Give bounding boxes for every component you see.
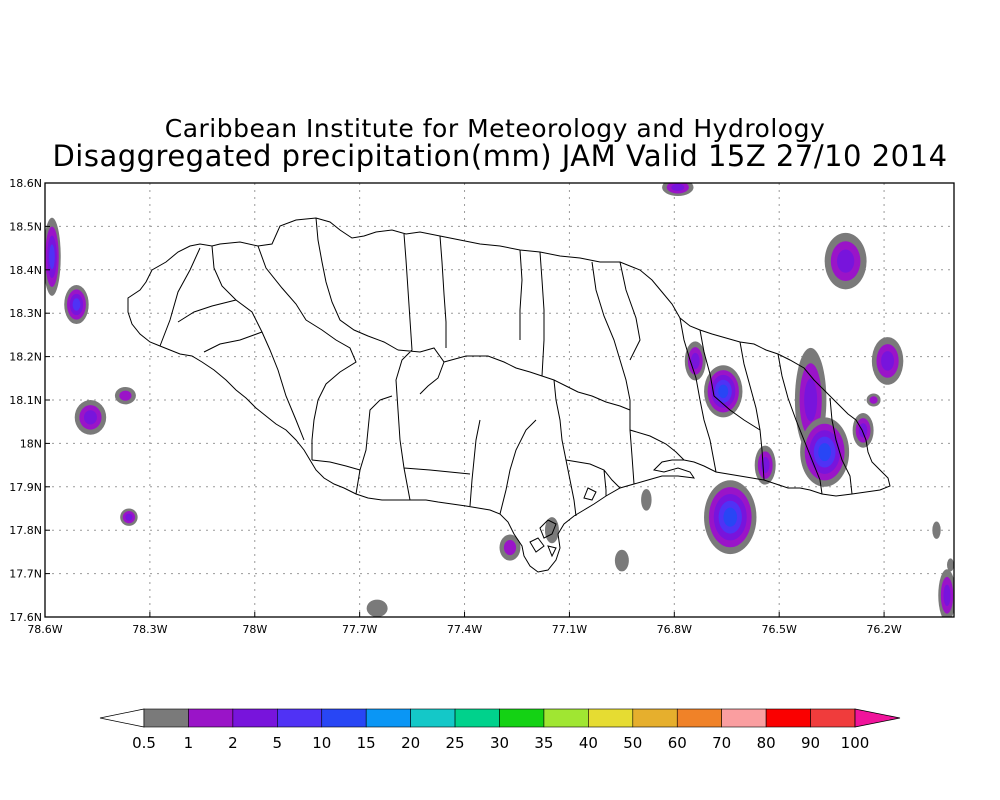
colorbar-swatch	[143, 708, 189, 728]
rain-layer	[45, 183, 954, 617]
colorbar-swatch	[676, 708, 722, 728]
colorbar-label: 40	[579, 734, 598, 752]
colorbar-label: 1	[184, 734, 194, 752]
colorbar-legend: 0.5 1 2 5 10 15 20 25 30 35 40 50 60 70 80 90 100	[99, 708, 901, 752]
lat-tick-label: 17.6N	[9, 611, 42, 624]
rain-contour	[881, 351, 895, 371]
rain-contour	[858, 423, 868, 438]
rain-contour	[641, 488, 652, 511]
colorbar-label: 25	[446, 734, 465, 752]
rain-contour	[125, 513, 133, 521]
rain-contour	[503, 539, 517, 556]
rain-contour	[943, 584, 951, 607]
rain-contour	[869, 396, 878, 404]
colorbar-swatch	[232, 708, 278, 728]
lat-tick-label: 18.6N	[9, 177, 42, 190]
latitude-axis: 18.6N 18.5N 18.4N 18.3N 18.2N 18.1N 18N 17.9N 17…	[9, 177, 50, 624]
longitude-axis: 78.6W 78.3W 78W 77.7W 77.4W 77.1W 76.8W 76.5W 76…	[27, 612, 902, 636]
lon-tick-label: 77.7W	[342, 623, 377, 636]
rain-contour	[723, 507, 738, 527]
rain-contour	[690, 352, 700, 369]
colorbar-swatch	[410, 708, 456, 728]
colorbar-label: 70	[712, 734, 731, 752]
rain-contour	[614, 549, 629, 572]
island-coastline	[127, 217, 891, 573]
colorbar-swatch	[499, 708, 545, 728]
colorbar-swatch	[721, 708, 767, 728]
colorbar-label: 20	[401, 734, 420, 752]
colorbar-under-arrow	[99, 708, 145, 728]
parish-boundaries	[159, 217, 853, 517]
lon-tick-label: 78.6W	[27, 623, 62, 636]
lon-tick-label: 78.3W	[132, 623, 167, 636]
rain-contour	[718, 384, 729, 399]
colorbar-label: 5	[273, 734, 283, 752]
colorbar-label: 90	[801, 734, 820, 752]
lon-tick-label: 77.4W	[447, 623, 482, 636]
lat-tick-label: 18.4N	[9, 264, 42, 277]
colorbar-label: 80	[757, 734, 776, 752]
colorbar-swatch	[632, 708, 678, 728]
colorbar-over-arrow	[854, 708, 901, 728]
colorbar-swatch	[810, 708, 856, 728]
colorbar-label: 2	[228, 734, 238, 752]
lat-tick-label: 17.9N	[9, 481, 42, 494]
lat-tick-label: 18.1N	[9, 394, 42, 407]
coastal-islets	[529, 487, 597, 558]
rain-contour	[83, 410, 97, 425]
colorbar-label: 50	[623, 734, 642, 752]
colorbar-swatch	[588, 708, 634, 728]
colorbar-swatch	[543, 708, 589, 728]
rain-contour	[72, 298, 81, 311]
lat-tick-label: 18.2N	[9, 351, 42, 364]
lat-tick-label: 18.3N	[9, 307, 42, 320]
lat-tick-label: 17.7N	[9, 568, 42, 581]
colorbar-swatch	[365, 708, 411, 728]
lon-tick-label: 77.1W	[552, 623, 587, 636]
rain-contour	[49, 244, 55, 270]
rain-contour	[119, 390, 132, 401]
colorbar-label: 35	[534, 734, 553, 752]
rain-contour	[818, 443, 831, 462]
chart-subtitle: Disaggregated precipitation(mm) JAM Vali…	[52, 139, 948, 173]
lon-tick-label: 76.8W	[657, 623, 692, 636]
colorbar-swatch	[321, 708, 367, 728]
colorbar-label: 10	[312, 734, 331, 752]
colorbar-swatch	[188, 708, 234, 728]
lon-tick-label: 76.5W	[762, 623, 797, 636]
colorbar-swatch	[765, 708, 811, 728]
chart-title: Caribbean Institute for Meteorology and …	[164, 114, 826, 143]
colorbar-label: 30	[490, 734, 509, 752]
lon-tick-label: 78W	[242, 623, 267, 636]
rain-contour	[947, 558, 954, 572]
lon-tick-label: 76.2W	[866, 623, 901, 636]
rain-contour	[836, 249, 855, 273]
colorbar-label: 0.5	[132, 734, 156, 752]
jamaica-outline	[127, 217, 891, 573]
rain-contour	[671, 183, 685, 191]
rain-contour	[804, 378, 818, 422]
lat-tick-label: 17.8N	[9, 524, 42, 537]
colorbar-label: 60	[668, 734, 687, 752]
colorbar-label: 15	[357, 734, 376, 752]
rain-contour	[932, 521, 941, 539]
lat-tick-label: 18N	[20, 437, 42, 450]
rain-contour	[366, 599, 388, 617]
colorbar-swatch	[454, 708, 500, 728]
lat-tick-label: 18.5N	[9, 220, 42, 233]
colorbar-label: 100	[841, 734, 870, 752]
colorbar-swatch	[277, 708, 323, 728]
